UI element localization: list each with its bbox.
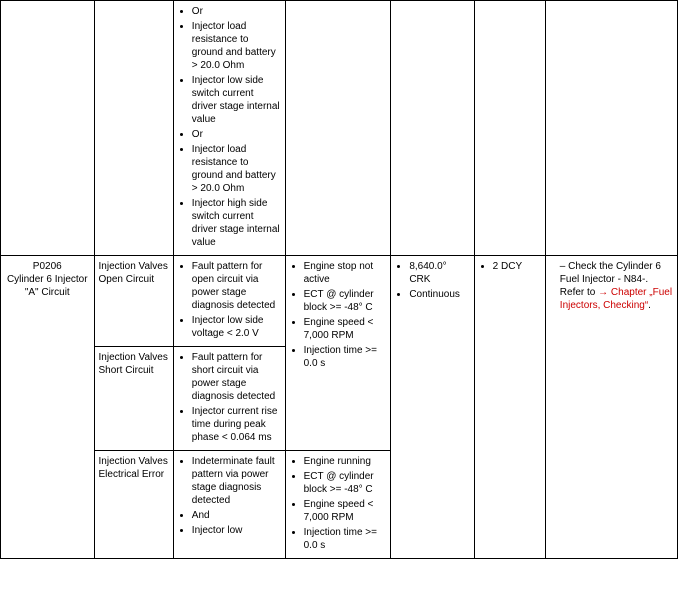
list-item: 2 DCY	[493, 260, 541, 273]
cell-fault	[94, 1, 173, 256]
cell-freq: 8,640.0° CRK Continuous	[391, 256, 474, 559]
list-item: Engine speed < 7,000 RPM	[304, 498, 387, 524]
cell-enable: Engine stop not active ECT @ cylinder bl…	[285, 256, 391, 451]
dtc-table: Or Injector load resistance to ground an…	[0, 0, 678, 559]
list-item: Injector load resistance to ground and b…	[192, 143, 281, 195]
list-item: ECT @ cylinder block >= -48° C	[304, 470, 387, 496]
dtc-desc: Cylinder 6 Injector "A" Circuit	[7, 274, 88, 298]
list-item: Engine stop not active	[304, 260, 387, 286]
bullet-list: Engine stop not active ECT @ cylinder bl…	[290, 260, 387, 370]
dash-list: Check the Cylinder 6 Fuel Injector - N84…	[550, 260, 673, 312]
cell-fault: Injection Valves Open Circuit	[94, 256, 173, 347]
list-item: Or	[192, 5, 281, 18]
bullet-list: 2 DCY	[479, 260, 541, 273]
cell-conditions: Indeterminate fault pattern via power st…	[173, 451, 285, 559]
cell-fault: Injection Valves Electrical Error	[94, 451, 173, 559]
list-item: Engine speed < 7,000 RPM	[304, 316, 387, 342]
cell-action	[545, 1, 677, 256]
list-item: Check the Cylinder 6 Fuel Injector - N84…	[560, 260, 673, 312]
bullet-list: Or Injector load resistance to ground an…	[178, 5, 281, 249]
dtc-code: P0206	[33, 261, 62, 272]
bullet-list: Fault pattern for short circuit via powe…	[178, 351, 281, 444]
cell-conditions: Fault pattern for short circuit via powe…	[173, 347, 285, 451]
bullet-list: 8,640.0° CRK Continuous	[395, 260, 469, 301]
cell-mil	[474, 1, 545, 256]
list-item: Injector high side switch current driver…	[192, 197, 281, 249]
list-item: Indeterminate fault pattern via power st…	[192, 455, 281, 507]
table-row: Or Injector load resistance to ground an…	[1, 1, 678, 256]
list-item: Injector current rise time during peak p…	[192, 405, 281, 444]
cell-enable: Engine running ECT @ cylinder block >= -…	[285, 451, 391, 559]
bullet-list: Engine running ECT @ cylinder block >= -…	[290, 455, 387, 552]
list-item: Injector low side voltage < 2.0 V	[192, 314, 281, 340]
list-item: Continuous	[409, 288, 469, 301]
bullet-list: Indeterminate fault pattern via power st…	[178, 455, 281, 537]
table-row: P0206 Cylinder 6 Injector "A" Circuit In…	[1, 256, 678, 347]
bullet-list: Fault pattern for open circuit via power…	[178, 260, 281, 340]
cell-action: Check the Cylinder 6 Fuel Injector - N84…	[545, 256, 677, 559]
cell-code	[1, 1, 95, 256]
list-item: Or	[192, 128, 281, 141]
list-item: Injection time >= 0.0 s	[304, 526, 387, 552]
list-item: Engine running	[304, 455, 387, 468]
list-item: Injector low side switch current driver …	[192, 74, 281, 126]
list-item: And	[192, 509, 281, 522]
cell-freq	[391, 1, 474, 256]
list-item: Injection time >= 0.0 s	[304, 344, 387, 370]
list-item: ECT @ cylinder block >= -48° C	[304, 288, 387, 314]
list-item: Injector load resistance to ground and b…	[192, 20, 281, 72]
cell-conditions: Fault pattern for open circuit via power…	[173, 256, 285, 347]
list-item: Injector low	[192, 524, 281, 537]
cell-mil: 2 DCY	[474, 256, 545, 559]
list-item: Fault pattern for short circuit via powe…	[192, 351, 281, 403]
list-item: 8,640.0° CRK	[409, 260, 469, 286]
action-after: .	[648, 300, 651, 311]
cell-fault: Injection Valves Short Circuit	[94, 347, 173, 451]
cell-conditions: Or Injector load resistance to ground an…	[173, 1, 285, 256]
cell-code: P0206 Cylinder 6 Injector "A" Circuit	[1, 256, 95, 559]
list-item: Fault pattern for open circuit via power…	[192, 260, 281, 312]
cell-enable	[285, 1, 391, 256]
